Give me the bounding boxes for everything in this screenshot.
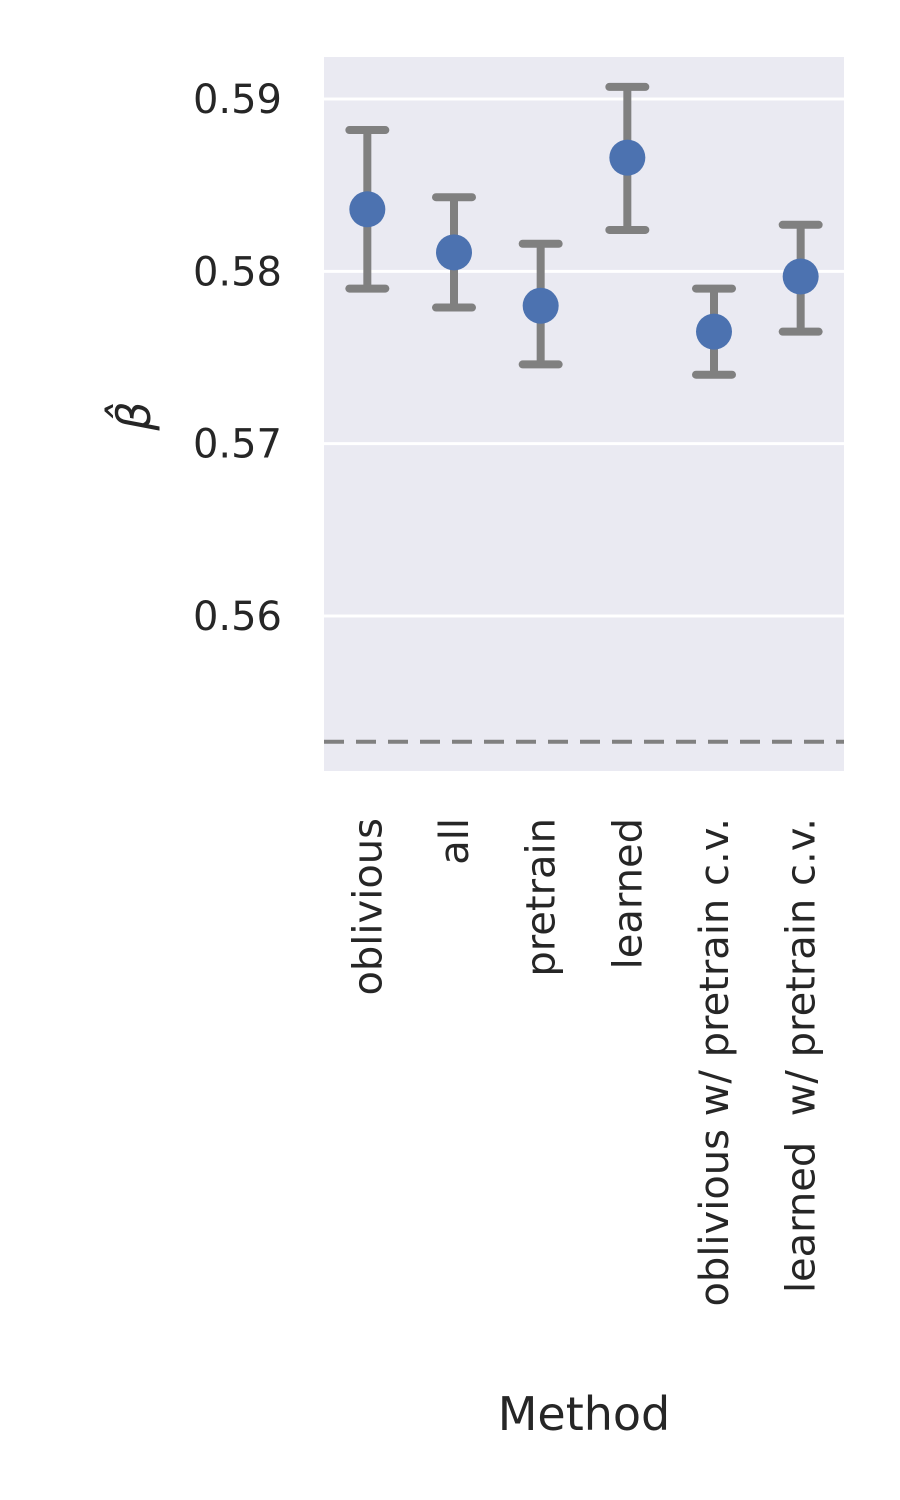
x-tick-label: oblivious: [345, 818, 391, 996]
x-tick-labels: oblivious all pretrain learned oblivious w/ …: [345, 818, 824, 1307]
plot-background: [324, 57, 844, 771]
y-tick-label: 0.59: [193, 77, 282, 123]
data-point: [782, 258, 819, 295]
y-tick-label: 0.56: [193, 594, 282, 640]
data-marks: [345, 82, 823, 379]
grid-lines: [324, 97, 844, 618]
x-tick-label: oblivious w/ pretrain c.v.: [692, 818, 738, 1307]
data-point: [696, 313, 732, 350]
x-tick-label: pretrain: [519, 818, 565, 977]
data-point: [609, 139, 646, 176]
y-tick-labels: 0.56 0.57 0.58 0.59: [193, 77, 282, 640]
y-tick-label: 0.58: [193, 249, 282, 295]
y-axis-title: β̂: [104, 401, 161, 431]
x-tick-label: learned: [605, 818, 651, 969]
y-tick-label: 0.57: [193, 422, 282, 468]
x-tick-label: all: [432, 818, 478, 865]
x-axis-title: Method: [498, 1387, 671, 1441]
data-point: [522, 287, 559, 324]
data-point: [436, 234, 472, 271]
data-point: [349, 191, 386, 228]
x-tick-label: learned w/ pretrain c.v.: [779, 818, 825, 1293]
